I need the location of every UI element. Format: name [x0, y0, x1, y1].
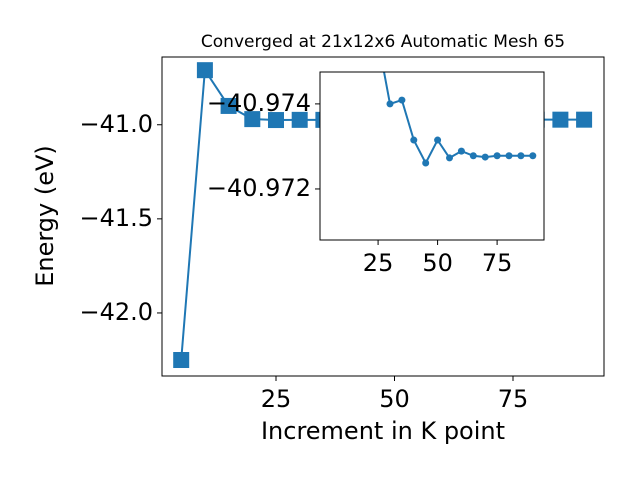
x-tick-label: 25 — [363, 249, 394, 277]
x-axis-label: Increment in K point — [261, 417, 505, 445]
data-marker — [422, 159, 430, 167]
x-tick-label: 50 — [379, 385, 410, 413]
data-marker — [267, 112, 284, 129]
data-marker — [398, 96, 406, 104]
y-tick-label: −40.972 — [207, 174, 311, 202]
data-marker — [173, 352, 190, 369]
data-marker — [517, 152, 525, 160]
axes-frame — [161, 56, 605, 377]
data-marker — [196, 62, 213, 79]
data-marker — [481, 153, 489, 161]
chart-title: Converged at 21x12x6 Automatic Mesh 65 — [201, 32, 565, 52]
data-marker — [244, 111, 261, 128]
y-axis-label: Energy (eV) — [31, 145, 59, 287]
x-tick-label: 75 — [498, 385, 529, 413]
data-marker — [445, 154, 453, 162]
x-tick-label: 50 — [422, 249, 453, 277]
data-marker — [410, 136, 418, 144]
data-marker — [469, 152, 477, 160]
data-marker — [505, 152, 513, 160]
data-marker — [457, 147, 465, 155]
axes-frame — [319, 71, 545, 241]
y-tick-label: −42.0 — [79, 298, 153, 326]
data-marker — [220, 97, 237, 114]
data-marker — [434, 136, 442, 144]
data-marker — [291, 111, 308, 128]
data-marker — [493, 152, 501, 160]
plot-area — [383, 72, 537, 167]
data-marker — [552, 111, 569, 128]
y-tick-label: −41.0 — [79, 110, 153, 138]
y-tick-label: −41.5 — [79, 204, 153, 232]
data-marker — [529, 152, 537, 160]
data-marker — [386, 100, 394, 108]
y-tick-label: −40.974 — [207, 89, 311, 117]
data-marker — [576, 111, 593, 128]
x-tick-label: 75 — [482, 249, 513, 277]
x-tick-label: 25 — [261, 385, 292, 413]
